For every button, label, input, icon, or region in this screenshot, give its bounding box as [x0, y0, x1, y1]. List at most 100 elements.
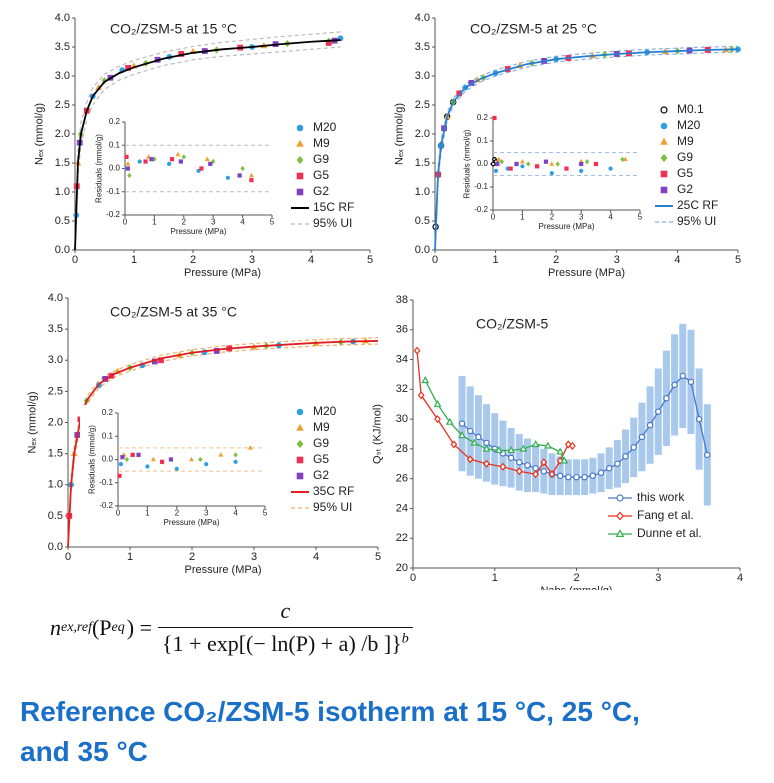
x-tick-label: 1	[493, 254, 499, 266]
legend-label: 95% UI	[313, 216, 352, 230]
marker	[495, 161, 500, 167]
eq-denominator: {1 + exp[(− ln(P) + a) /b ]}	[161, 631, 402, 656]
marker	[660, 186, 668, 194]
eq-lhs-subscript: ex,ref	[61, 619, 92, 635]
marker	[534, 164, 540, 169]
x-tick-label: 3	[655, 572, 661, 584]
marker	[249, 178, 254, 183]
legend-label: 95% UI	[677, 214, 716, 228]
ui-lower	[74, 46, 341, 251]
legend-label: 35C RF	[313, 484, 354, 498]
y-tick-label: 2.0	[55, 128, 70, 140]
x-tick-label: 0	[72, 254, 78, 266]
marker	[622, 453, 629, 460]
marker	[296, 472, 304, 480]
y-tick-label: 0.1	[477, 136, 489, 145]
marker	[616, 494, 624, 502]
marker	[660, 153, 668, 163]
y-tick-label: 0.5	[48, 510, 63, 522]
eq-arg-subscript: eq	[111, 619, 125, 635]
legend-label: M20	[313, 404, 337, 418]
y-tick-label: 1.0	[55, 186, 70, 198]
x-tick-label: 0	[410, 572, 416, 584]
x-tick-label: 2	[189, 551, 195, 563]
legend-label: G2	[313, 468, 329, 482]
marker	[296, 456, 304, 464]
x-tick-label: 3	[579, 212, 584, 221]
marker	[211, 158, 216, 165]
y-tick-label: 24	[396, 502, 408, 514]
fit-line	[434, 48, 739, 251]
y-axis-label: Residuals (mmol/g)	[95, 134, 104, 203]
y-tick-label: 4.0	[55, 12, 70, 24]
x-tick-label: 1	[152, 217, 157, 226]
y-tick-label: 1.0	[48, 479, 63, 491]
eq-exponent: b	[401, 631, 409, 647]
marker	[168, 457, 174, 462]
y-axis-label: Qₛₜ (KJ/mol)	[372, 404, 384, 464]
y-tick-label: 0.0	[109, 164, 121, 173]
marker	[136, 452, 141, 457]
marker	[564, 440, 572, 449]
legend-label: G2	[677, 182, 693, 196]
x-axis-label: Pressure (MPa)	[184, 564, 261, 576]
marker	[483, 459, 490, 468]
marker	[597, 469, 605, 476]
y-tick-label: 0.0	[55, 244, 70, 256]
marker	[493, 168, 499, 173]
marker	[296, 172, 304, 180]
x-tick-label: 2	[182, 217, 187, 226]
x-tick-label: 4	[737, 572, 743, 584]
marker	[549, 171, 554, 176]
legend-label: M20	[313, 120, 337, 134]
marker	[499, 462, 507, 471]
marker	[149, 157, 154, 162]
marker	[556, 447, 565, 455]
marker	[175, 151, 181, 157]
y-tick-label: 2.0	[48, 416, 63, 428]
marker	[679, 372, 686, 380]
marker	[526, 161, 531, 167]
marker	[125, 166, 131, 171]
marker	[584, 159, 590, 165]
marker	[499, 159, 505, 165]
y-axis-label: Nₑₓ (mmol/g)	[34, 103, 46, 165]
marker	[178, 159, 183, 164]
x-tick-label: 5	[270, 217, 275, 226]
x-tick-label: 3	[251, 551, 257, 563]
x-axis-label: Pressure (MPa)	[170, 227, 226, 236]
marker	[218, 452, 224, 457]
marker	[519, 158, 525, 164]
legend-label: this work	[637, 490, 685, 504]
legend-label: Dunne et al.	[637, 526, 702, 540]
marker	[616, 511, 624, 521]
chart-title: CO₂/ZSM-5 at 15 °C	[110, 21, 237, 37]
y-tick-label: 32	[396, 383, 408, 395]
marker	[458, 420, 466, 427]
y-tick-label: 1.0	[415, 186, 430, 198]
y-tick-label: 2.5	[415, 99, 430, 111]
marker	[540, 458, 548, 467]
x-tick-label: 5	[735, 254, 741, 266]
marker	[466, 455, 474, 464]
y-tick-label: 38	[396, 294, 408, 306]
legend-label: G5	[313, 168, 329, 182]
marker	[663, 395, 670, 402]
legend-label: G9	[313, 152, 329, 166]
marker	[296, 439, 304, 449]
marker	[169, 157, 175, 162]
y-tick-label: -0.1	[99, 478, 113, 487]
marker	[101, 77, 108, 85]
x-tick-label: 1	[127, 551, 133, 563]
marker	[130, 452, 135, 457]
marker	[124, 456, 130, 463]
y-axis-label: Residuals (mmol/g)	[88, 425, 97, 494]
y-tick-label: 0.1	[102, 431, 114, 440]
marker	[565, 473, 572, 481]
marker	[296, 139, 304, 147]
y-tick-label: 0.0	[48, 541, 63, 553]
marker	[564, 166, 569, 171]
y-tick-label: 0.5	[55, 215, 70, 227]
x-tick-label: 0	[491, 212, 496, 221]
caption-line: and 35 °C	[20, 736, 148, 767]
